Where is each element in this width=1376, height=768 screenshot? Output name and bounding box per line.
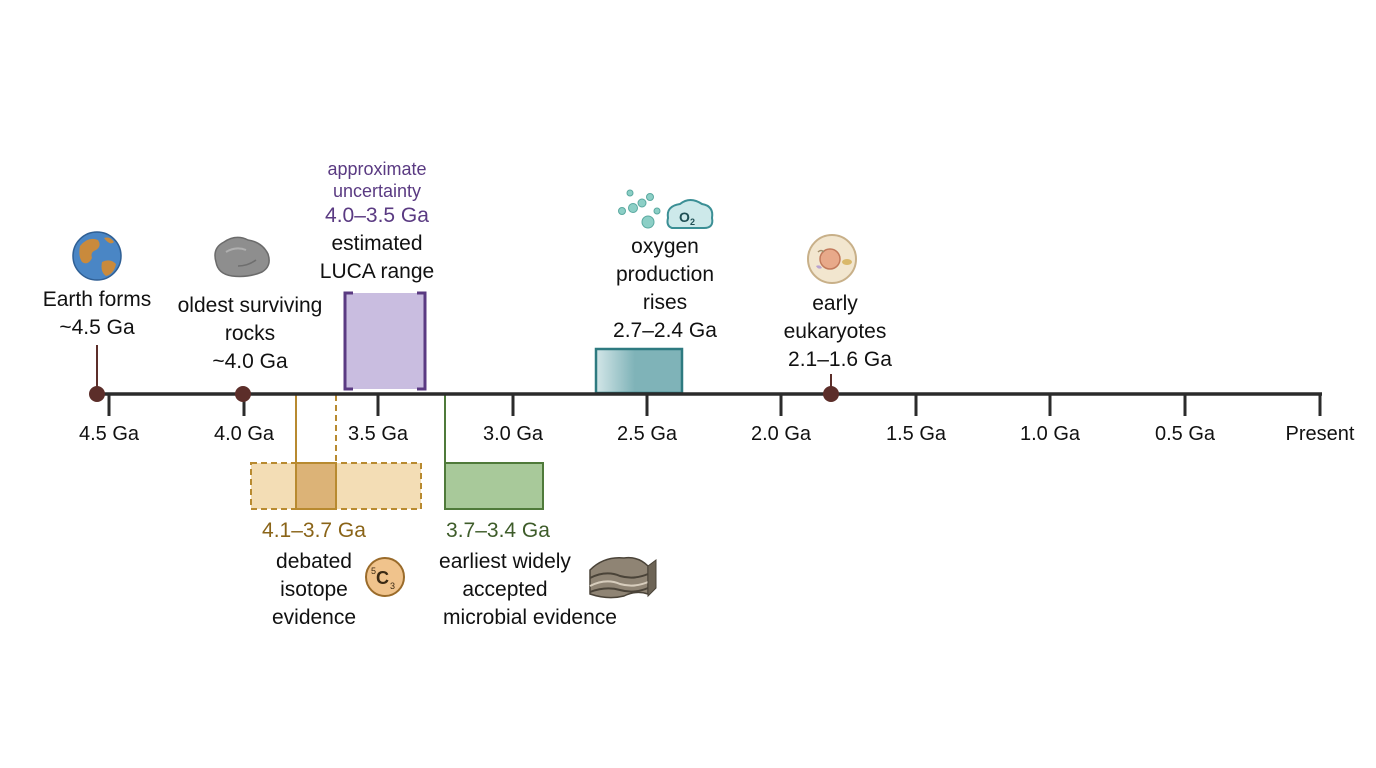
tick-label: Present [1285,423,1355,445]
luca-range: 4.0–3.5 Ga [325,204,429,227]
luca-right-bracket [417,291,427,391]
o2-subscript: 2 [690,217,695,227]
earth-line2: ~4.5 Ga [59,316,135,339]
oxygen-bubbles-icon [618,189,661,229]
luca-line2: LUCA range [319,260,435,283]
luca-line1: estimated [331,232,423,255]
rocks-line1: oldest surviving [177,294,323,317]
isotope-superscript: 5 [371,566,376,576]
tick-label: 2.0 Ga [750,423,812,445]
tick-label: 2.5 Ga [616,423,678,445]
isotope-label: debated isotope evidence [244,548,384,632]
eukaryotes-marker [823,386,839,402]
tick-label: 3.0 Ga [482,423,544,445]
o2-cloud-icon: O 2 [666,199,714,229]
earth-forms-label: Earth forms ~4.5 Ga [27,286,167,342]
oxygen-line1: oxygen [631,235,699,258]
microbial-line1: earliest widely [439,550,571,573]
oxygen-line3: rises [642,291,688,314]
earth-globe-icon [72,231,122,281]
isotope-line1: debated [276,550,352,573]
luca-note-line1: approximate [327,159,427,179]
oxygen-line2: production [615,263,715,286]
eukaryotes-line2: eukaryotes [783,320,887,343]
eukaryotes-label: early eukaryotes 2.1–1.6 Ga [755,290,915,374]
rocks-line2: rocks [224,322,276,345]
eukaryotes-range: 2.1–1.6 Ga [788,348,892,371]
isotope-overlap-box [295,462,337,510]
tick-label: 1.5 Ga [885,423,947,445]
isotope-subscript: 3 [390,581,395,591]
tick-label: 4.0 Ga [213,423,275,445]
isotope-range: 4.1–3.7 Ga [262,519,366,542]
microbial-range: 3.7–3.4 Ga [446,519,550,542]
luca-label: approximate uncertainty 4.0–3.5 Ga estim… [292,158,462,286]
stromatolite-layers-icon [589,556,657,599]
tick-label: 3.5 Ga [347,423,409,445]
rocks-line3: ~4.0 Ga [212,350,288,373]
axis-ticks [107,394,1322,416]
luca-left-bracket [343,291,353,391]
luca-range-box [345,293,425,389]
luca-note-line2: uncertainty [332,181,422,201]
carbon-isotope-icon: 5 C 3 [365,557,405,597]
tick-label: 0.5 Ga [1154,423,1216,445]
isotope-line3: evidence [271,606,357,629]
rock-icon [214,236,270,278]
rocks-marker [235,386,251,402]
eukaryotes-line1: early [812,292,858,315]
oxygen-rise-box [594,347,684,395]
microbial-line2: accepted [462,578,548,601]
oxygen-label: oxygen production rises 2.7–2.4 Ga [580,233,750,345]
isotope-line2: isotope [280,578,348,601]
tick-label: 4.5 Ga [78,423,140,445]
microbial-evidence-box [444,462,544,510]
tick-label: 1.0 Ga [1019,423,1081,445]
earth-line1: Earth forms [42,288,152,311]
oxygen-range: 2.7–2.4 Ga [613,319,717,342]
microbial-label: earliest widely accepted microbial evide… [420,548,640,632]
o2-symbol: O [679,209,690,225]
isotope-symbol: C [376,568,389,588]
microbial-line3: microbial evidence [443,606,617,629]
eukaryotic-cell-icon [807,234,857,284]
rocks-label: oldest surviving rocks ~4.0 Ga [160,292,340,376]
earth-marker [89,386,105,402]
